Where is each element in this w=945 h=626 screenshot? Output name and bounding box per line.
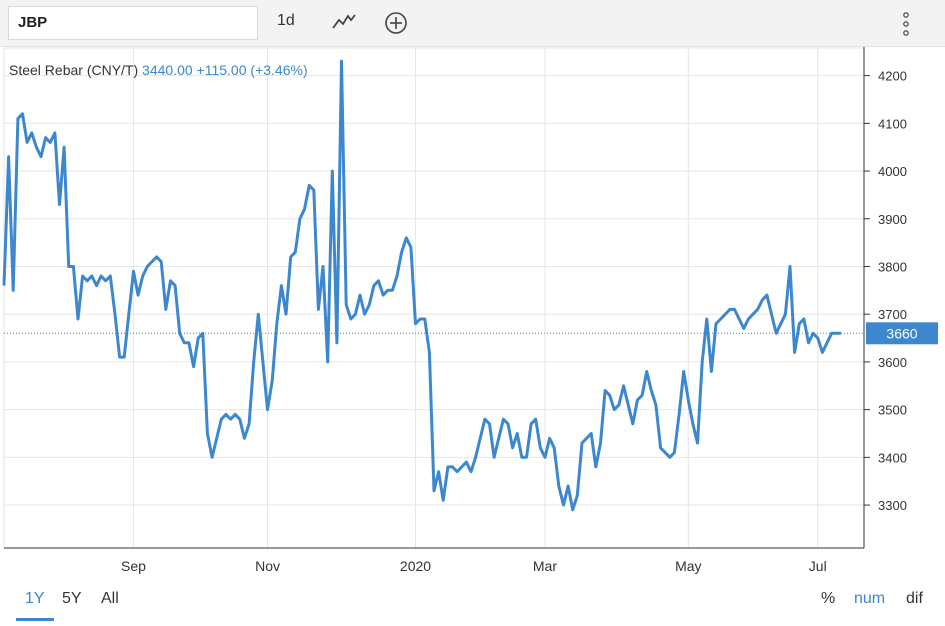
y-tick-label: 4200 bbox=[878, 69, 907, 84]
mode-num-button[interactable]: num bbox=[854, 590, 886, 607]
x-tick-label: 2020 bbox=[400, 558, 431, 574]
toolbar: JBP 1d bbox=[0, 0, 945, 47]
y-tick-label: 3700 bbox=[878, 307, 907, 322]
y-tick-label: 3300 bbox=[878, 498, 907, 513]
price-chart[interactable]: 3300 3400 3500 3600 3700 3800 3900 4000 4100 4200… bbox=[0, 47, 945, 579]
y-tick-label: 3900 bbox=[878, 212, 907, 227]
y-tick-label: 4000 bbox=[878, 164, 907, 179]
last-price-tag bbox=[866, 322, 938, 345]
x-tick-label: May bbox=[675, 558, 701, 574]
price-series-line bbox=[2, 59, 841, 512]
range-1y-button[interactable]: 1Y bbox=[25, 590, 45, 607]
range-5y-button[interactable]: 5Y bbox=[62, 590, 82, 607]
plus-circle-icon[interactable] bbox=[384, 11, 408, 40]
legend: Steel Rebar (CNY/T) 3440.00 +115.00 (+3.… bbox=[9, 62, 308, 78]
x-tick-label: Mar bbox=[533, 558, 557, 574]
active-range-indicator bbox=[16, 618, 54, 621]
vertical-dots-icon[interactable] bbox=[903, 12, 909, 41]
interval-button[interactable]: 1d bbox=[277, 12, 295, 29]
range-bar bbox=[0, 580, 945, 626]
x-tick-label: Sep bbox=[121, 558, 146, 574]
y-tick-label: 3600 bbox=[878, 355, 907, 370]
last-price-label: 3660 bbox=[886, 325, 917, 341]
y-tick-label: 3800 bbox=[878, 259, 907, 274]
x-tick-label: Jul bbox=[809, 558, 827, 574]
symbol-input[interactable]: JBP bbox=[8, 6, 258, 40]
legend-price: 3440.00 bbox=[142, 62, 193, 78]
y-tick-label: 3500 bbox=[878, 403, 907, 418]
x-tick-label: Nov bbox=[255, 558, 280, 574]
legend-change-pct: (+3.46%) bbox=[250, 62, 308, 78]
legend-instrument-name: Steel Rebar (CNY/T) bbox=[9, 62, 139, 78]
mode-dif-button[interactable]: dif bbox=[906, 590, 923, 607]
y-tick-label: 4100 bbox=[878, 116, 907, 131]
y-tick-label: 3400 bbox=[878, 450, 907, 465]
line-chart-icon[interactable] bbox=[332, 11, 356, 38]
range-all-button[interactable]: All bbox=[101, 590, 119, 607]
legend-change: +115.00 bbox=[196, 62, 247, 78]
mode-percent-button[interactable]: % bbox=[821, 590, 836, 607]
